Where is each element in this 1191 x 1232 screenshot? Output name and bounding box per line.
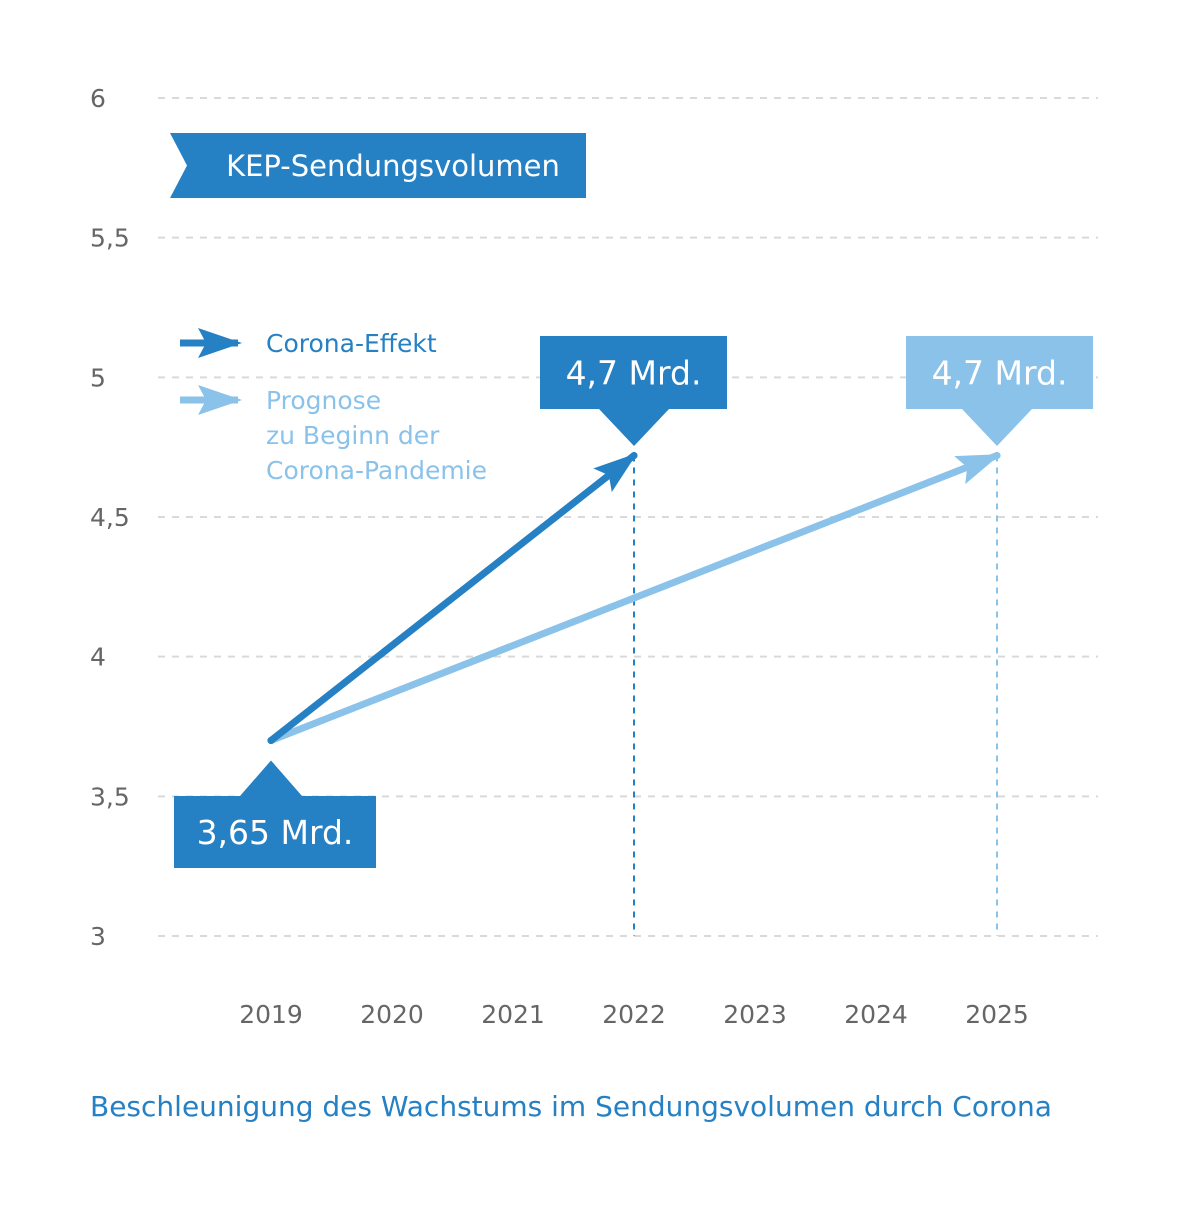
x-tick-label: 2022	[602, 1000, 666, 1029]
drop-lines	[633, 455, 998, 936]
callout-pointer	[599, 409, 669, 446]
x-tick-label: 2020	[360, 1000, 424, 1029]
series-line-1	[267, 452, 1001, 744]
y-tick-label: 5	[90, 363, 106, 392]
x-tick-label: 2021	[481, 1000, 545, 1029]
title-banner-shape	[170, 133, 586, 198]
chart-caption: Beschleunigung des Wachstums im Sendungs…	[90, 1090, 1052, 1123]
y-tick-label: 6	[90, 84, 106, 113]
x-tick-label: 2023	[723, 1000, 787, 1029]
callout-pointer	[962, 409, 1032, 446]
legend-label-corona-effekt: Corona-Effekt	[266, 329, 437, 358]
legend-label-prognose: Prognose zu Beginn der Corona-Pandemie	[266, 386, 487, 485]
callout-box	[540, 336, 727, 409]
series	[267, 452, 1001, 744]
y-tick-label: 4,5	[90, 503, 130, 532]
y-tick-label: 4	[90, 643, 106, 672]
y-axis: 3 3,5 4 4,5 5 5,5 6	[90, 84, 130, 951]
data-point	[267, 736, 275, 744]
legend: Corona-Effekt Prognose zu Beginn der Cor…	[180, 328, 487, 485]
legend-label-line: zu Beginn der	[266, 421, 440, 450]
y-tick-label: 5,5	[90, 224, 130, 253]
y-tick-label: 3	[90, 922, 106, 951]
data-point	[993, 452, 1001, 460]
callout-box	[906, 336, 1093, 409]
callout-label: 3,65 Mrd.	[197, 813, 354, 852]
value-callout-2: 4,7 Mrd.	[906, 336, 1093, 446]
x-tick-label: 2025	[965, 1000, 1029, 1029]
legend-label-line: Prognose	[266, 386, 381, 415]
x-tick-label: 2019	[239, 1000, 303, 1029]
x-axis: 2019 2020 2021 2022 2023 2024 2025	[239, 1000, 1029, 1029]
value-callout-0: 3,65 Mrd.	[174, 760, 376, 868]
callout-label: 4,7 Mrd.	[566, 354, 702, 393]
legend-label-line: Corona-Pandemie	[266, 456, 487, 485]
legend-item-corona-effekt: Corona-Effekt	[180, 328, 437, 358]
callout-pointer	[240, 760, 302, 796]
title-banner: KEP-Sendungsvolumen	[170, 133, 586, 198]
y-tick-label: 3,5	[90, 782, 130, 811]
legend-item-prognose: Prognose zu Beginn der Corona-Pandemie	[180, 385, 487, 485]
x-tick-label: 2024	[844, 1000, 908, 1029]
callout-box	[174, 796, 376, 868]
callout-label: 4,7 Mrd.	[932, 354, 1068, 393]
data-point	[630, 452, 638, 460]
value-callout-1: 4,7 Mrd.	[540, 336, 727, 446]
chart-title: KEP-Sendungsvolumen	[226, 149, 560, 183]
series-line-0	[267, 452, 638, 744]
callouts: 3,65 Mrd. 4,7 Mrd. 4,7 Mrd.	[174, 336, 1093, 868]
